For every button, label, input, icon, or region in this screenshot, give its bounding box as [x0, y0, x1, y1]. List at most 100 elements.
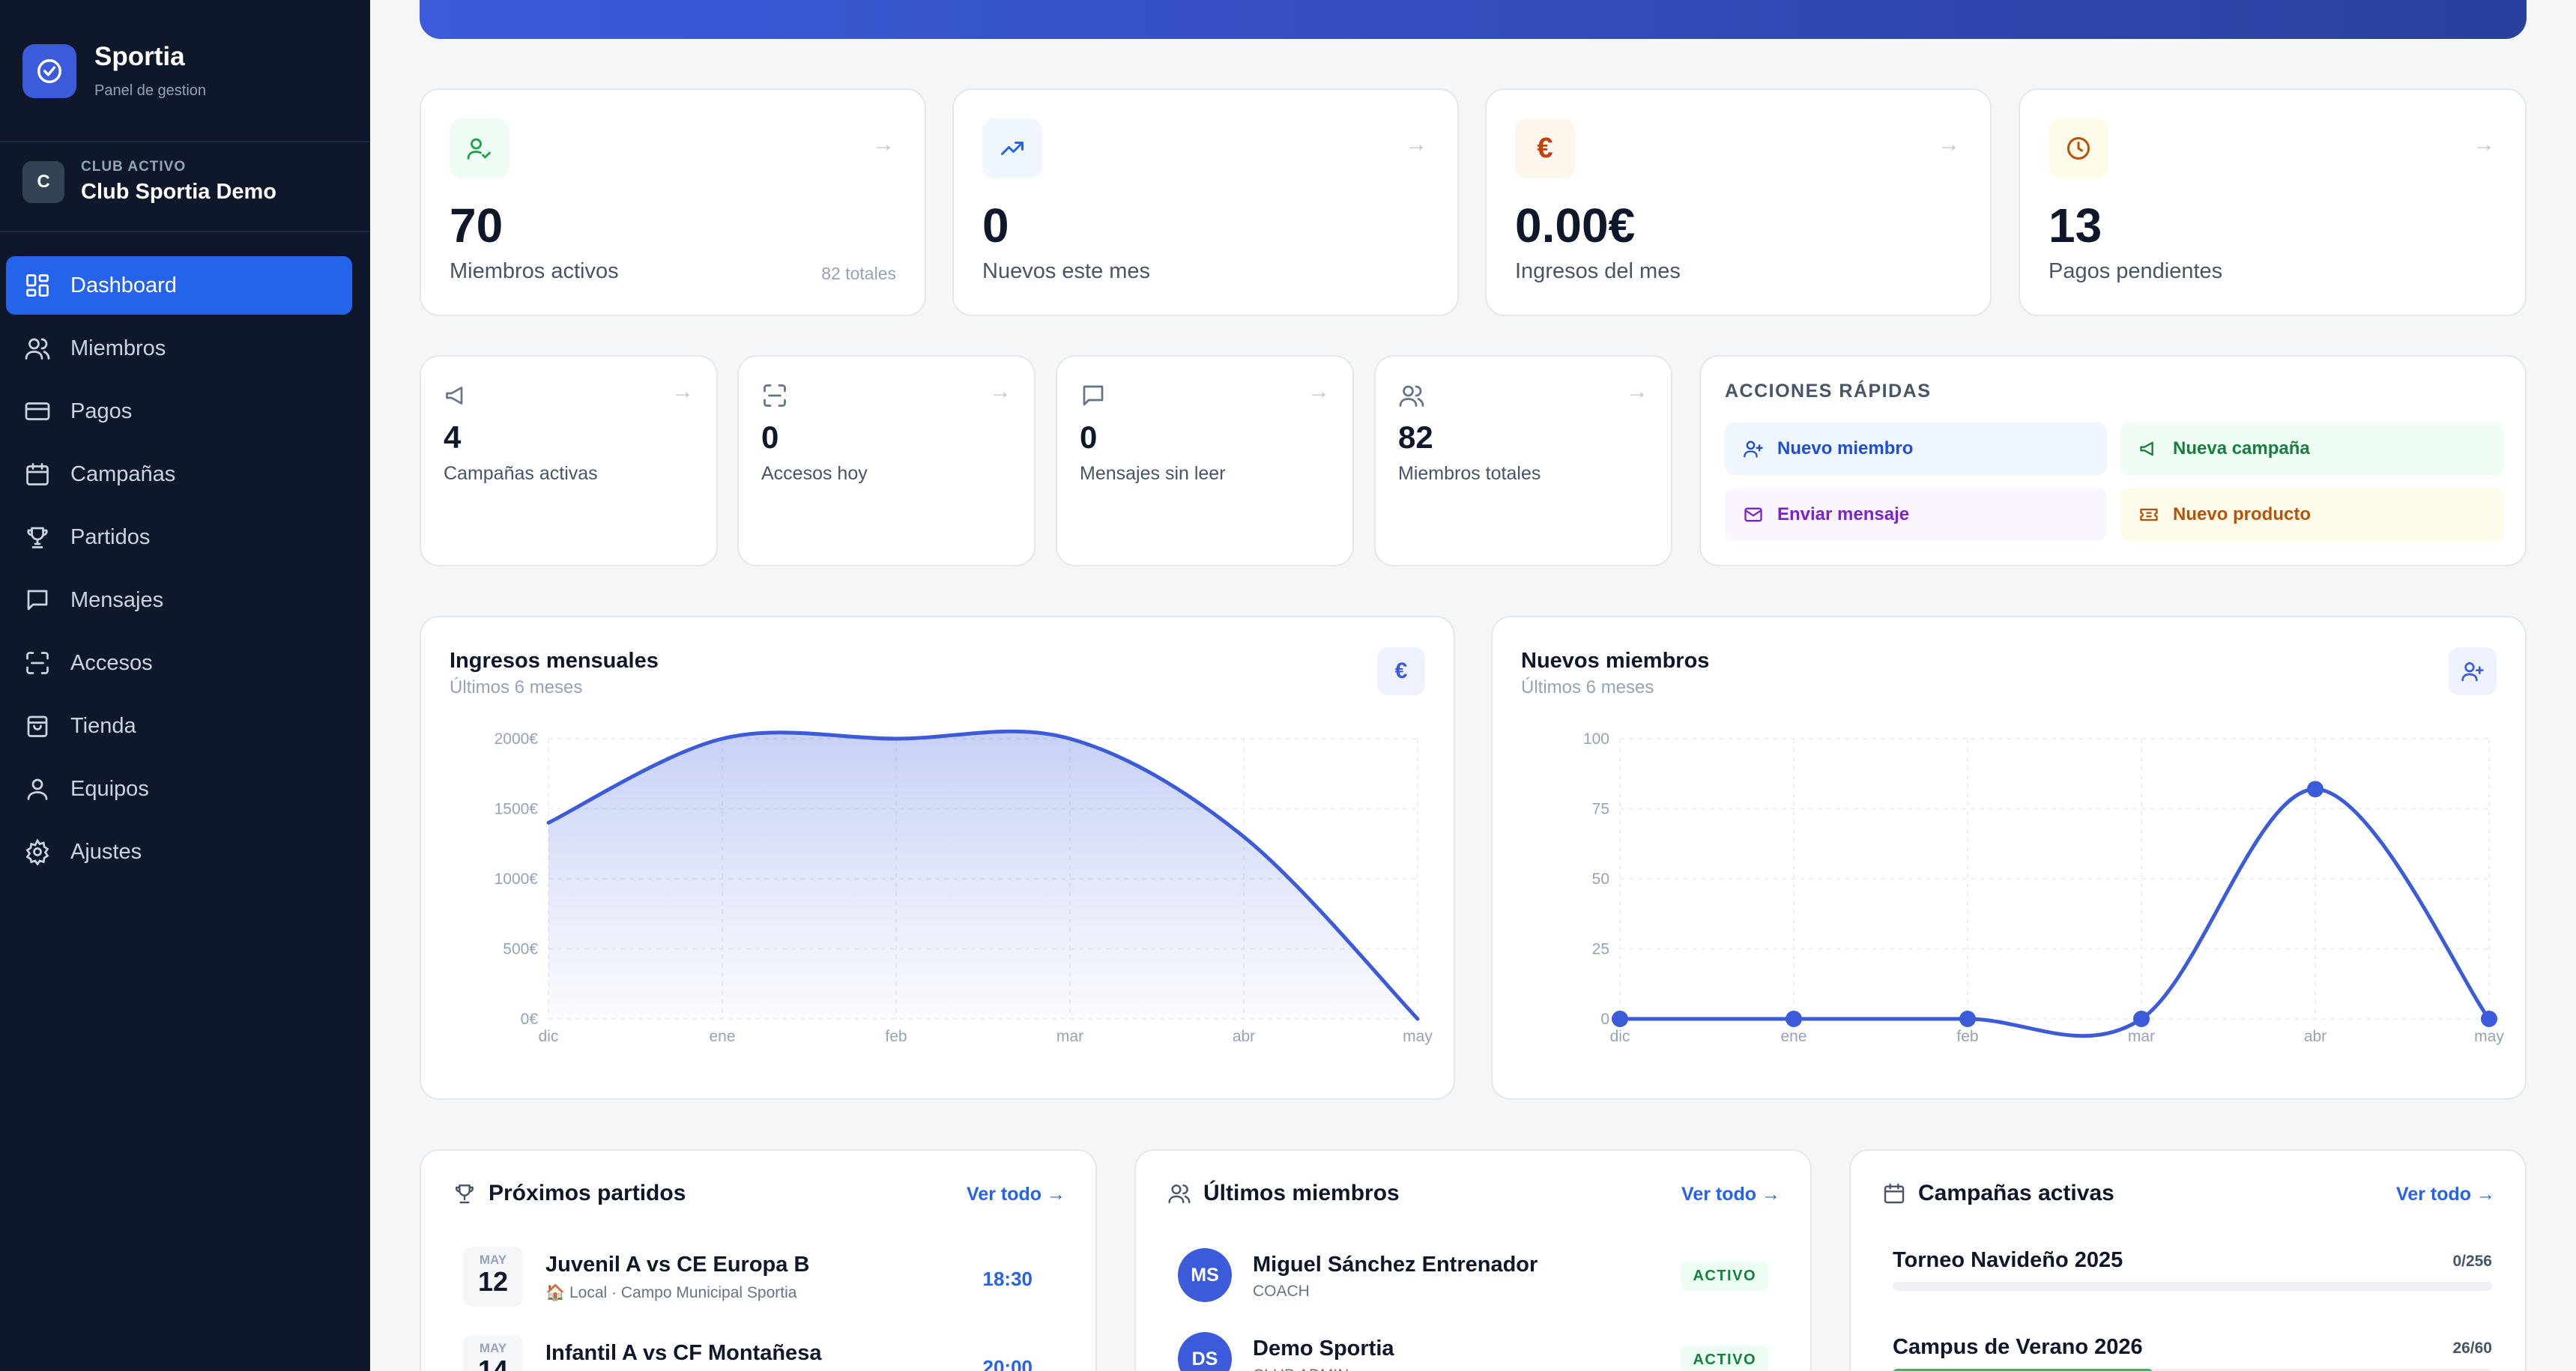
- list-item[interactable]: MAY 14 Infantil A vs CF Montañesa 20:00: [463, 1335, 1032, 1371]
- panel-title-text: Últimos miembros: [1203, 1181, 1400, 1205]
- message-icon: [1083, 385, 1104, 406]
- x-tick-label: ene: [1780, 1028, 1806, 1045]
- quick-actions-panel: ACCIONES RÁPIDAS Nuevo miembro Nueva cam…: [1699, 355, 2527, 566]
- mini-card-campanas[interactable]: → 4 Campañas activas: [420, 355, 718, 566]
- stat-card-ingresos-mes[interactable]: € → 0.00€ Ingresos del mes: [1485, 88, 1992, 316]
- stat-card-pagos-pendientes[interactable]: → 13 Pagos pendientes: [2019, 88, 2527, 316]
- nuevo-producto-button[interactable]: Nuevo producto: [2120, 488, 2504, 541]
- mini-stat-value: 0: [761, 420, 779, 455]
- y-tick-label: 0€: [521, 1011, 539, 1028]
- megaphone-icon: [2140, 441, 2153, 456]
- sidebar-item-partidos[interactable]: Partidos: [6, 508, 352, 566]
- club-selector[interactable]: C CLUB ACTIVO Club Sportia Demo: [22, 159, 276, 205]
- chart-card-ingresos: Ingresos mensuales Últimos 6 meses € 0€ 5…: [420, 616, 1455, 1100]
- y-tick-label: 1000€: [495, 871, 539, 888]
- list-item[interactable]: Torneo Navideño 2025 0/256: [1893, 1248, 2492, 1291]
- y-tick-label: 500€: [503, 941, 538, 958]
- panel-title: Últimos miembros: [1167, 1181, 1400, 1206]
- brand[interactable]: Sportia Panel de gestion: [22, 42, 206, 100]
- ver-todo-link[interactable]: Ver todo →: [2396, 1184, 2495, 1205]
- sidebar-item-label: Equipos: [70, 776, 149, 801]
- user-plus-icon: [1744, 441, 1763, 458]
- trending-up-icon: [982, 118, 1042, 178]
- stat-card-nuevos-mes[interactable]: → 0 Nuevos este mes: [952, 88, 1459, 316]
- chart-card-nuevos-miembros: Nuevos miembros Últimos 6 meses 0 25 50 75 1…: [1491, 616, 2527, 1100]
- sidebar-item-pagos[interactable]: Pagos: [6, 382, 352, 441]
- data-point: [2307, 781, 2323, 798]
- sidebar-nav: Dashboard Miembros Pagos Campañas Partid…: [6, 256, 352, 886]
- x-tick-label: abr: [2304, 1028, 2326, 1045]
- series-line: [546, 729, 1420, 1021]
- series-line: [1618, 787, 2491, 1038]
- sidebar: Sportia Panel de gestion C CLUB ACTIVO C…: [0, 0, 370, 1371]
- sidebar-item-label: Ajustes: [70, 839, 142, 864]
- enviar-mensaje-button[interactable]: Enviar mensaje: [1725, 488, 2107, 541]
- sidebar-item-ajustes[interactable]: Ajustes: [6, 823, 352, 881]
- sidebar-item-equipos[interactable]: Equipos: [6, 760, 352, 818]
- chart-title: Ingresos mensuales: [450, 649, 659, 673]
- mini-card-accesos[interactable]: → 0 Accesos hoy: [737, 355, 1035, 566]
- campaign-progress: [1893, 1282, 2492, 1291]
- x-tick-label: abr: [1233, 1028, 1255, 1045]
- match-location: 🏠 Local · Campo Municipal Sportia: [545, 1284, 797, 1301]
- x-tick-label: dic: [1610, 1028, 1630, 1045]
- stat-value: 0: [982, 199, 1009, 252]
- sidebar-item-dashboard[interactable]: Dashboard: [6, 256, 352, 315]
- chart-subtitle: Últimos 6 meses: [450, 677, 583, 697]
- nueva-campana-button[interactable]: Nueva campaña: [2120, 423, 2504, 475]
- data-point: [2481, 1011, 2497, 1027]
- trophy-icon: [455, 1184, 474, 1204]
- match-date: MAY 12: [463, 1247, 523, 1307]
- proximos-partidos-panel: Próximos partidos Ver todo → MAY 12 Juve…: [420, 1149, 1097, 1371]
- list-item[interactable]: MS Miguel Sánchez Entrenador COACH ACTIV…: [1178, 1248, 1768, 1308]
- sidebar-item-accesos[interactable]: Accesos: [6, 634, 352, 692]
- match-date: MAY 14: [463, 1335, 523, 1371]
- sidebar-item-label: Campañas: [70, 461, 176, 486]
- area-fill: [548, 731, 1418, 1019]
- y-tick-label: 1500€: [495, 801, 539, 818]
- ver-todo-link[interactable]: Ver todo →: [967, 1184, 1065, 1205]
- arrow-right-icon: →: [1938, 132, 1960, 157]
- stat-card-miembros-activos[interactable]: → 70 Miembros activos 82 totales: [420, 88, 926, 316]
- mini-stat-label: Mensajes sin leer: [1080, 463, 1226, 484]
- campaign-name: Campus de Verano 2026: [1893, 1335, 2143, 1359]
- campaign-count: 0/256: [2452, 1253, 2492, 1270]
- y-tick-label: 2000€: [495, 730, 539, 748]
- sidebar-item-miembros[interactable]: Miembros: [6, 319, 352, 378]
- sidebar-item-campanas[interactable]: Campañas: [6, 445, 352, 503]
- y-tick-label: 25: [1592, 941, 1609, 958]
- panel-title: Próximos partidos: [453, 1181, 686, 1206]
- club-name: Club Sportia Demo: [81, 180, 277, 204]
- stat-value: 13: [2049, 199, 2102, 252]
- nuevo-miembro-button[interactable]: Nuevo miembro: [1725, 423, 2107, 475]
- arrow-right-icon: →: [989, 379, 1012, 404]
- user-plus-icon[interactable]: [2449, 647, 2497, 695]
- mini-card-miembros-totales[interactable]: → 82 Miembros totales: [1374, 355, 1672, 566]
- user-check-icon: [450, 118, 510, 178]
- quick-action-label: Nuevo miembro: [1777, 438, 1914, 458]
- mini-card-mensajes[interactable]: → 0 Mensajes sin leer: [1056, 355, 1354, 566]
- users-icon: [1399, 385, 1424, 407]
- list-item[interactable]: DS Demo Sportia CLUB ADMIN ACTIVO: [1178, 1332, 1768, 1371]
- sidebar-item-label: Mensajes: [70, 587, 164, 612]
- stat-label: Pagos pendientes: [2049, 259, 2223, 283]
- member-name: Demo Sportia: [1253, 1337, 1394, 1361]
- sidebar-item-label: Pagos: [70, 399, 133, 423]
- arrow-right-icon: →: [872, 132, 895, 157]
- list-item[interactable]: Campus de Verano 2026 26/60: [1893, 1335, 2492, 1371]
- mini-stat-value: 82: [1398, 420, 1433, 455]
- list-item[interactable]: MAY 12 Juvenil A vs CE Europa B 🏠 Local …: [463, 1247, 1032, 1307]
- ver-todo-link[interactable]: Ver todo →: [1681, 1184, 1780, 1205]
- euro-icon[interactable]: €: [1377, 647, 1425, 695]
- euro-icon: €: [1515, 118, 1575, 178]
- users-icon: [25, 338, 50, 360]
- avatar: MS: [1178, 1248, 1232, 1302]
- mini-stat-value: 0: [1080, 420, 1098, 455]
- stat-value: 70: [450, 199, 504, 252]
- sidebar-item-tienda[interactable]: Tienda: [6, 697, 352, 755]
- sidebar-item-mensajes[interactable]: Mensajes: [6, 571, 352, 629]
- scan-icon: [764, 384, 786, 407]
- message-icon: [27, 590, 48, 611]
- x-tick-label: may: [1403, 1028, 1433, 1045]
- avatar: DS: [1178, 1332, 1232, 1371]
